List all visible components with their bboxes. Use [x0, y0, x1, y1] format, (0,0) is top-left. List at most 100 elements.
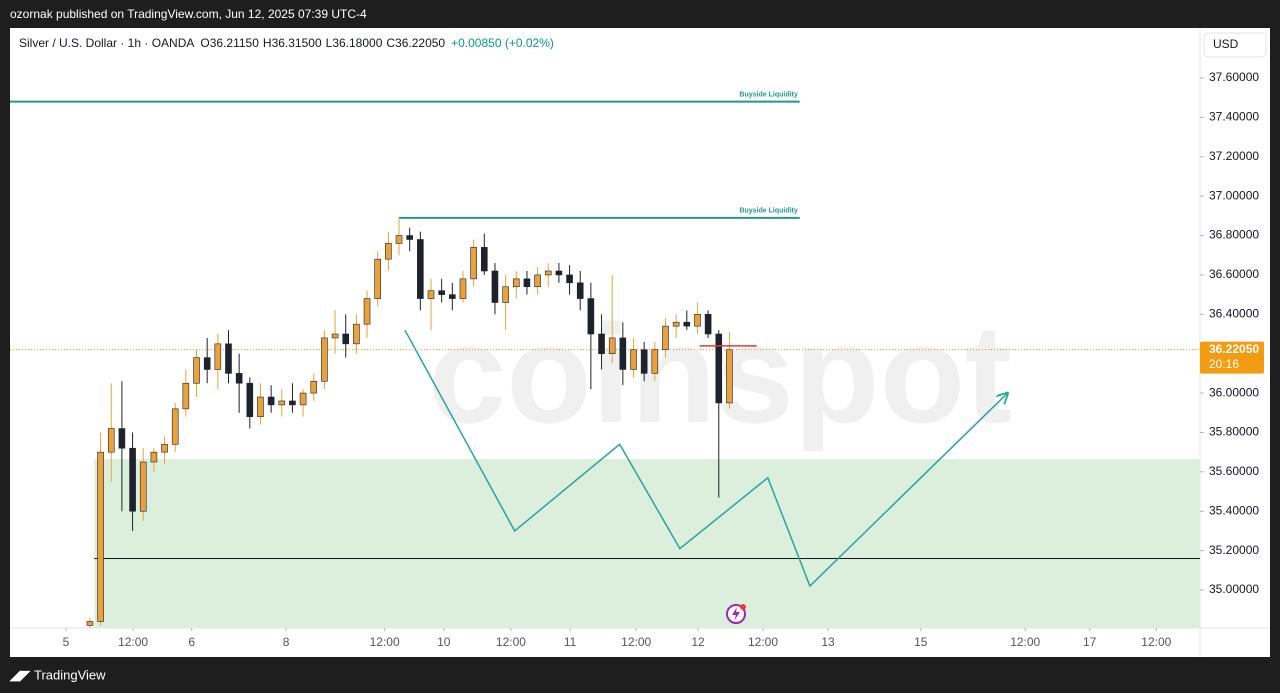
ohlc-key: O: [200, 36, 209, 50]
legend: Silver / U.S. Dollar · 1h · OANDA O36.211…: [19, 36, 554, 50]
candle-body: [385, 243, 392, 260]
candle-body: [374, 258, 382, 299]
candle-body: [480, 247, 488, 272]
ohlc-key: H: [263, 36, 272, 50]
candle-body: [683, 321, 691, 327]
candle-body: [321, 337, 328, 382]
candle-body: [118, 428, 126, 449]
candle-body: [193, 357, 200, 384]
x-tick-label: 12:00: [1010, 635, 1040, 649]
last-price-label: 36.22050: [1209, 342, 1259, 356]
candle-body: [715, 333, 723, 404]
candle-body: [566, 274, 573, 284]
candle-body: [576, 282, 584, 299]
candle-body: [427, 290, 435, 299]
y-tick-label: 37.60000: [1209, 70, 1259, 84]
candle-body: [331, 333, 339, 339]
candle-body: [598, 333, 605, 354]
y-tick-label: 35.60000: [1209, 464, 1259, 478]
candle-body: [534, 274, 541, 288]
candle-body: [587, 298, 595, 335]
candle-body: [459, 278, 467, 299]
candle-body: [726, 349, 733, 404]
x-tick-label: 12:00: [748, 635, 778, 649]
candle-body: [694, 314, 701, 327]
ohlc-value: 36.21150: [210, 36, 259, 50]
symbol: Silver / U.S. Dollar · 1h · OANDA: [19, 36, 194, 50]
candle-body: [438, 290, 445, 295]
candle-body: [640, 349, 648, 374]
candle-body: [278, 400, 286, 406]
candle-body: [342, 333, 350, 345]
demand-zone: [94, 459, 1200, 628]
liquidity-label: Buyside Liquidity: [739, 208, 797, 215]
last-price-box: [1200, 341, 1264, 374]
x-tick-label: 12:00: [370, 635, 400, 649]
ohlc-key: C: [386, 36, 395, 50]
y-tick-label: 37.20000: [1209, 149, 1259, 163]
candle-body: [651, 349, 659, 374]
candle-body: [363, 298, 371, 325]
event-dot: [740, 604, 746, 610]
y-tick-label: 36.80000: [1209, 228, 1259, 242]
candle-body: [630, 349, 637, 370]
currency-button[interactable]: [1203, 32, 1267, 58]
x-tick-label: 5: [63, 635, 70, 649]
candle-body: [257, 396, 264, 418]
axes: 37.60000 37.40000 37.20000 37.00000 36.80000…: [63, 70, 1264, 649]
candle-body: [544, 270, 552, 276]
candle-body: [502, 286, 509, 303]
x-tick-label: 8: [283, 635, 290, 649]
candle-body: [171, 408, 179, 445]
y-tick-label: 35.40000: [1209, 503, 1259, 517]
x-tick-label: 12:00: [1141, 635, 1171, 649]
x-tick-label: 11: [564, 635, 577, 649]
candle-body: [129, 447, 136, 512]
brand-logo: ◢◤: [9, 667, 31, 682]
ohlc-value: 36.31500: [272, 36, 322, 50]
y-tick-label: 36.00000: [1209, 385, 1259, 399]
candle-body: [619, 337, 627, 370]
candle-body: [214, 343, 222, 370]
y-tick-label: 35.20000: [1209, 543, 1259, 557]
x-tick-label: 12: [691, 635, 705, 649]
x-tick-label: 12:00: [621, 635, 651, 649]
x-tick-label: 10: [437, 635, 451, 649]
y-tick-label: 35.00000: [1209, 582, 1259, 596]
y-tick-label: 35.80000: [1209, 425, 1259, 439]
candle-body: [246, 382, 254, 418]
candle-body: [555, 270, 563, 276]
x-tick-label: 15: [914, 635, 928, 649]
candle-body: [235, 373, 243, 384]
y-tick-label: 37.40000: [1209, 110, 1259, 124]
candle-body: [417, 239, 424, 299]
event-bolt: [732, 607, 740, 621]
y-tick-label: 36.60000: [1209, 267, 1259, 281]
y-tick-label: 37.00000: [1209, 188, 1259, 202]
candle-body: [512, 278, 520, 288]
candle-body: [107, 428, 115, 453]
brand: TradingView: [34, 667, 106, 682]
ohlc-value: 36.18000: [332, 36, 382, 50]
candle-body: [299, 392, 307, 406]
candle-body: [704, 314, 712, 335]
candle-body: [470, 247, 477, 280]
candle-body: [225, 343, 232, 374]
candle-body: [406, 235, 413, 240]
candle-body: [491, 270, 499, 303]
candle-body: [289, 400, 296, 406]
x-tick-label: 17: [1083, 635, 1097, 649]
candle-body: [161, 443, 168, 453]
candle-body: [203, 357, 211, 370]
candle-body: [662, 325, 669, 351]
candle-body: [395, 235, 403, 244]
candle-body: [182, 382, 190, 410]
candle-body: [310, 380, 318, 394]
x-tick-label: 13: [821, 635, 835, 649]
x-tick-label: 12:00: [118, 635, 148, 649]
candle-body: [150, 451, 158, 463]
byline: ozornak published on TradingView.com, Ju…: [10, 7, 367, 21]
change: +0.00850 (+0.02%): [451, 36, 554, 50]
